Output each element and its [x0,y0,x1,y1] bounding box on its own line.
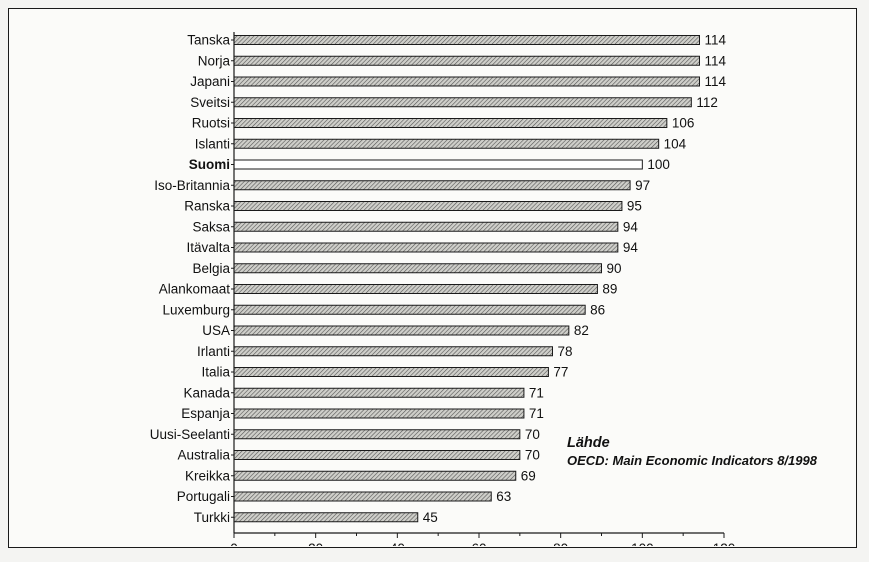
bar-kreikka [233,470,517,481]
bar-japani [233,76,700,87]
bar-portugali [233,491,492,502]
value-label-turkki: 45 [423,510,438,525]
x-tick-label: 40 [390,541,405,546]
value-label-luxemburg: 86 [590,302,605,317]
value-label-australia: 70 [525,448,540,463]
category-label-norja: Norja [198,53,231,68]
bar-iso-britannia [233,180,631,191]
bar-saksa [233,221,619,232]
source-heading: Lähde [567,435,610,451]
bar-uusi-seelanti [233,429,521,440]
value-label-itävalta: 94 [623,240,639,255]
value-label-norja: 114 [705,53,727,68]
bar-belgia [233,263,602,274]
bar-luxemburg [233,304,586,315]
bar-chart: Tanska 114 Norja 114 Japani 114 Sveitsi 112 Ruot… [150,32,735,546]
bar-suomi [233,159,643,170]
bar-itävalta [233,242,619,253]
bar-tanska [233,35,700,45]
value-label-ruotsi: 106 [672,116,695,131]
bar-turkki [233,512,419,523]
category-label-kanada: Kanada [183,385,230,400]
x-tick-label: 60 [471,541,486,546]
category-label-luxemburg: Luxemburg [162,302,230,317]
category-label-ranska: Ranska [184,199,230,214]
bar-kanada [233,387,525,398]
category-label-tanska: Tanska [187,33,230,48]
value-label-espanja: 71 [529,406,544,421]
category-label-itävalta: Itävalta [186,240,230,255]
value-label-irlanti: 78 [558,344,573,359]
category-label-espanja: Espanja [181,406,230,421]
category-label-ruotsi: Ruotsi [192,116,230,131]
x-tick-label: 80 [553,541,568,546]
bar-alankomaat [233,284,598,294]
category-label-alankomaat: Alankomaat [159,282,231,297]
category-label-australia: Australia [177,448,230,463]
source-text: OECD: Main Economic Indicators 8/1998 [567,453,817,468]
value-label-sveitsi: 112 [696,95,718,110]
category-label-kreikka: Kreikka [185,468,231,483]
x-tick-label: 0 [230,541,238,546]
category-label-belgia: Belgia [192,261,230,276]
value-label-uusi-seelanti: 70 [525,427,540,442]
bar-norja [233,55,700,66]
value-label-islanti: 104 [664,136,687,151]
category-label-japani: Japani [190,74,230,89]
value-label-suomi: 100 [647,157,670,172]
category-label-portugali: Portugali [177,489,230,504]
value-label-tanska: 114 [705,33,727,48]
value-label-usa: 82 [574,323,589,338]
category-label-iso-britannia: Iso-Britannia [154,178,230,193]
value-label-saksa: 94 [623,219,639,234]
category-label-usa: USA [202,323,230,338]
value-label-italia: 77 [553,365,568,380]
bar-italia [233,367,549,377]
category-label-italia: Italia [201,365,230,380]
bar-sveitsi [233,97,692,108]
value-label-japani: 114 [705,74,727,89]
category-label-sveitsi: Sveitsi [190,95,230,110]
value-label-belgia: 90 [607,261,622,276]
category-label-irlanti: Irlanti [197,344,230,359]
category-label-uusi-seelanti: Uusi-Seelanti [150,427,230,442]
bar-australia [233,450,521,460]
value-label-portugali: 63 [496,489,511,504]
bar-ruotsi [233,118,668,128]
value-label-kreikka: 69 [521,468,536,483]
category-label-islanti: Islanti [195,136,230,151]
bar-usa [233,325,570,336]
bar-irlanti [233,346,553,357]
value-label-ranska: 95 [627,199,642,214]
value-label-alankomaat: 89 [602,282,617,297]
category-label-saksa: Saksa [192,219,230,234]
source-note: Lähde OECD: Main Economic Indicators 8/1… [567,435,817,469]
value-label-iso-britannia: 97 [635,178,650,193]
bar-ranska [233,201,623,211]
x-tick-label: 120 [713,541,736,546]
chart-frame: Tanska 114 Norja 114 Japani 114 Sveitsi 112 Ruot… [8,8,857,548]
bar-islanti [233,138,660,149]
x-axis: 0 20 40 60 80 100 120 [230,32,735,546]
x-tick-label: 20 [308,541,323,546]
bar-espanja [233,408,525,419]
x-tick-label: 100 [631,541,654,546]
value-label-kanada: 71 [529,385,544,400]
category-label-turkki: Turkki [194,510,230,525]
category-label-suomi: Suomi [189,157,230,172]
